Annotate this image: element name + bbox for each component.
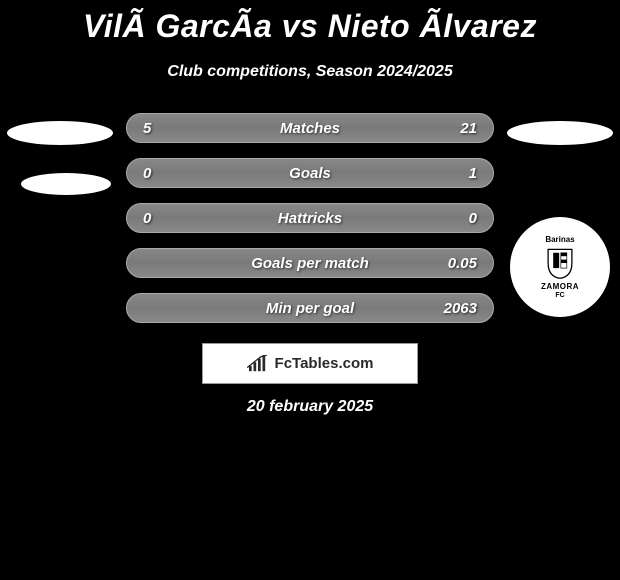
left-column <box>0 113 120 223</box>
player2-placeholder <box>507 121 613 145</box>
badge-top-text: Barinas <box>545 235 574 244</box>
right-column: Barinas ZAMORA FC <box>500 113 620 317</box>
stats-column: 5 Matches 21 0 Goals 1 0 Hattricks 0 Goa… <box>120 113 500 323</box>
stat-label: Goals per match <box>251 255 369 272</box>
page-title: VilÃ GarcÃa vs Nieto Ãlvarez <box>0 8 620 45</box>
player1-placeholder <box>7 121 113 145</box>
stat-label: Min per goal <box>266 300 354 317</box>
badge-fc-text: FC <box>555 292 564 299</box>
bar-chart-icon <box>247 355 269 373</box>
stat-right-value: 2063 <box>444 300 477 317</box>
content-row: 5 Matches 21 0 Goals 1 0 Hattricks 0 Goa… <box>0 113 620 323</box>
club2-badge: Barinas ZAMORA FC <box>510 217 610 317</box>
stat-right-value: 0.05 <box>448 255 477 272</box>
shield-icon <box>543 246 577 280</box>
subtitle: Club competitions, Season 2024/2025 <box>0 63 620 81</box>
main-container: VilÃ GarcÃa vs Nieto Ãlvarez Club compet… <box>0 0 620 416</box>
stat-label: Hattricks <box>278 210 342 227</box>
stat-right-value: 0 <box>469 210 477 227</box>
stat-left-value: 0 <box>143 210 151 227</box>
stat-label: Goals <box>289 165 331 182</box>
fctables-badge[interactable]: FcTables.com <box>202 343 418 384</box>
date-label: 20 february 2025 <box>0 398 620 416</box>
badge-bottom-text: ZAMORA <box>541 282 579 291</box>
stat-goals: 0 Goals 1 <box>126 158 494 188</box>
stat-hattricks: 0 Hattricks 0 <box>126 203 494 233</box>
stat-left-value: 5 <box>143 120 151 137</box>
stat-matches: 5 Matches 21 <box>126 113 494 143</box>
club1-placeholder <box>21 173 111 195</box>
stat-right-value: 1 <box>469 165 477 182</box>
fctables-label: FcTables.com <box>275 355 374 372</box>
stat-min-per-goal: Min per goal 2063 <box>126 293 494 323</box>
stat-label: Matches <box>280 120 340 137</box>
stat-goals-per-match: Goals per match 0.05 <box>126 248 494 278</box>
stat-left-value: 0 <box>143 165 151 182</box>
stat-right-value: 21 <box>460 120 477 137</box>
